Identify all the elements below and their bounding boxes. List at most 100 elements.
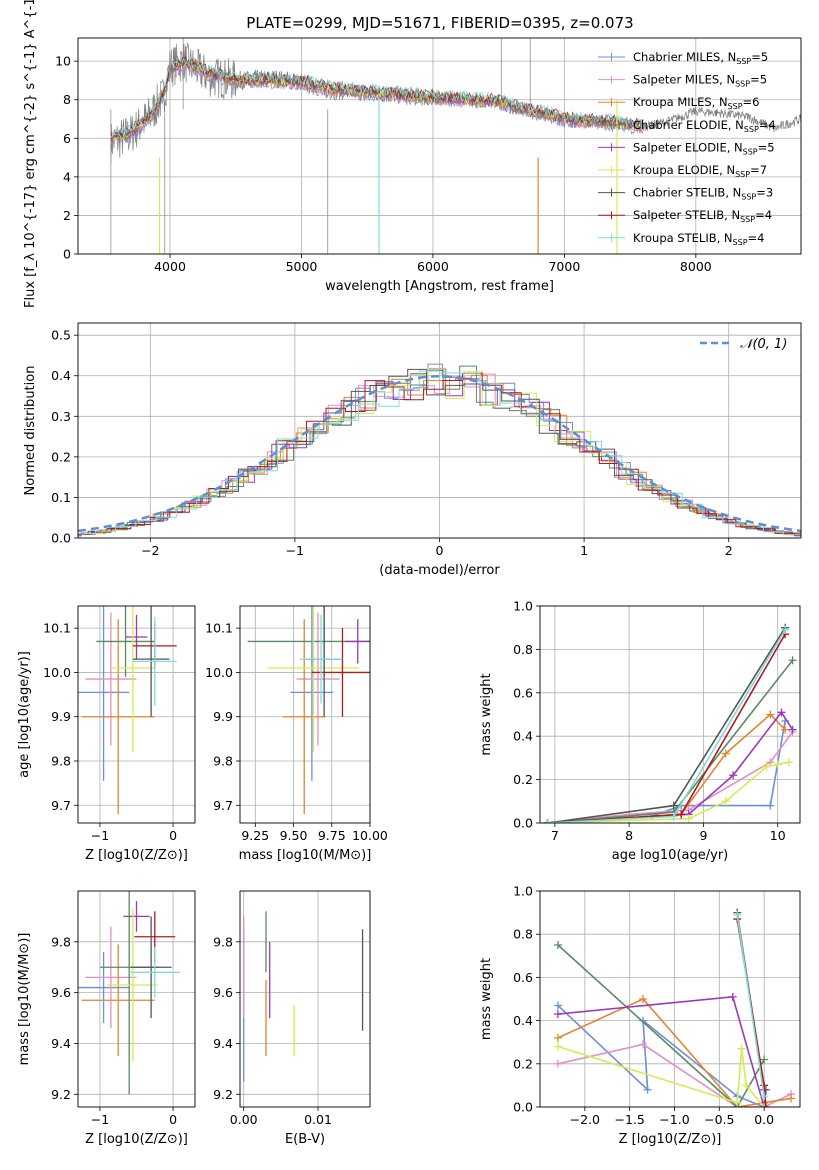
mass-weight-marker [760,1055,769,1064]
mass-weight-marker [669,812,678,821]
model-spectrum [110,55,644,139]
legend-label-value: =6 [743,95,760,109]
axes-frame [77,322,802,539]
mass-weight-marker [677,810,686,819]
legend-label: Kroupa STELIB, NSSP=4 [633,231,764,247]
x-tick-label: 0.00 [230,1112,258,1127]
x-tick-label: 8000 [680,259,712,274]
mass-weight-marker [721,749,730,758]
figure-title: PLATE=0299, MJD=51671, FIBERID=0395, z=0… [246,14,633,32]
x-tick-label: 0 [169,1112,177,1127]
mass-weight-marker [766,710,775,719]
y-tick-label: 9.6 [51,985,71,1000]
mass-weight-marker [766,758,775,767]
y-tick-label: 10.1 [43,621,71,636]
mass-weight-marker [737,1044,746,1053]
y-tick-label: 0.6 [513,970,533,985]
residual-histogram [78,367,801,536]
axes-mass_vs_EBV: 0.00 0.01 9.2 9.4 9.6 9.8 E(B-V) [213,890,371,1147]
x-axis-label: wavelength [Angstrom, rest frame] [325,279,554,294]
mass-weight-marker [553,1010,562,1019]
y-tick-label: 0.0 [513,816,533,831]
y-tick-label: 9.9 [213,709,233,724]
legend-label-main: Kroupa ELODIE, N [633,163,735,177]
x-axis-label: mass [log10(M/M⊙)] [239,848,372,863]
x-tick-label: 7 [551,828,559,843]
legend-label-sub: SSP [741,193,756,202]
error-point [81,619,155,815]
grid-massweight_vs_age [540,605,800,824]
legend-label: Chabrier ELODIE, NSSP=4 [633,118,776,134]
y-tick-label: 0.8 [513,927,533,942]
x-axis-label: E(B-V) [285,1132,325,1147]
x-tick-label: 0 [436,543,444,558]
y-tick-label: 9.8 [51,754,71,769]
axes-frame [77,890,196,1108]
mass-weight-marker [643,1085,652,1094]
x-tick-label: 0 [169,828,177,843]
x-tick-label: −2 [141,543,159,558]
error-point [125,614,148,660]
grid-mass_vs_EBV [240,891,370,1107]
x-tick-label: 8 [625,828,633,843]
x-tick-label: −1 [91,828,109,843]
x-tick-label: −1.0 [659,1112,689,1127]
mass-weight-line [736,914,765,1097]
x-axis-label: age log10(age/yr) [612,848,729,863]
axes-age_vs_Z: −1 0 9.7 9.8 9.9 10.0 10.1 Z [log10(Z/Z⊙)] age [… [17,605,196,863]
axes-frame [539,605,801,824]
mass-weight-marker [729,771,738,780]
error-point [85,926,137,1029]
legend-label: Salpeter ELODIE, NSSP=5 [633,140,775,156]
legend-label-main: Salpeter STELIB, N [633,208,740,222]
x-tick-label: −0.5 [704,1112,734,1127]
axes-frame [77,37,802,255]
legend-label-sub: SSP [736,57,751,66]
error-point [267,606,360,753]
error-point [132,606,170,717]
axes-mass_vs_Z: −1 0 9.2 9.4 9.6 9.8 Z [log10(Z/Z⊙)] mass [log1… [17,890,196,1147]
legend-label-sub: SSP [744,125,759,134]
y-tick-label: 9.7 [213,798,233,813]
y-axis-label: mass weight [479,673,494,755]
legend-label: 𝒩(0, 1) [740,337,787,352]
y-tick-label: 9.6 [213,985,233,1000]
grid-mass_vs_Z [78,891,195,1107]
x-tick-label: 9.25 [241,828,269,843]
mass-weight-marker [553,1033,562,1042]
axes-age_vs_mass: 9.25 9.50 9.75 10.00 9.7 9.8 9.9 10.0 10.1 mass [… [205,605,388,863]
mass-weight-marker [760,1081,769,1090]
y-axis-label: age [log10(age/yr)] [17,651,32,778]
y-tick-label: 1.0 [513,884,533,899]
error-point [96,606,155,677]
legend-label: Salpeter MILES, NSSP=5 [633,73,767,89]
mass-weight-line [557,998,792,1107]
y-tick-label: 1.0 [513,599,533,614]
error-point [107,908,159,1062]
legend-label-main: Salpeter MILES, N [633,73,735,87]
residual-histogram [78,370,801,536]
mass-weight-marker [639,995,648,1003]
legend-label-value: =4 [755,208,772,222]
y-tick-label: 6 [63,131,71,146]
y-tick-label: 9.4 [213,1036,233,1051]
x-tick-label: 1 [580,543,588,558]
x-tick-label: 0.01 [304,1112,332,1127]
mass-weight-line [547,761,790,823]
mass-weight-line [547,627,786,823]
mass-weight-line [547,633,786,823]
y-tick-label: 10.0 [205,665,233,680]
mass-weight-marker [733,910,742,919]
mass-weight-marker [788,725,797,734]
mass-weight-marker [760,1103,769,1107]
model-spectrum [110,56,644,140]
legend-label-sub: SSP [728,102,743,111]
y-tick-label: 0.4 [513,1013,533,1028]
legend-label: Kroupa ELODIE, NSSP=7 [633,163,767,179]
error-point [345,619,370,664]
y-tick-label: 0.3 [51,409,71,424]
x-axis-label: (data-model)/error [379,563,500,578]
mass-weight-marker [639,1040,648,1049]
